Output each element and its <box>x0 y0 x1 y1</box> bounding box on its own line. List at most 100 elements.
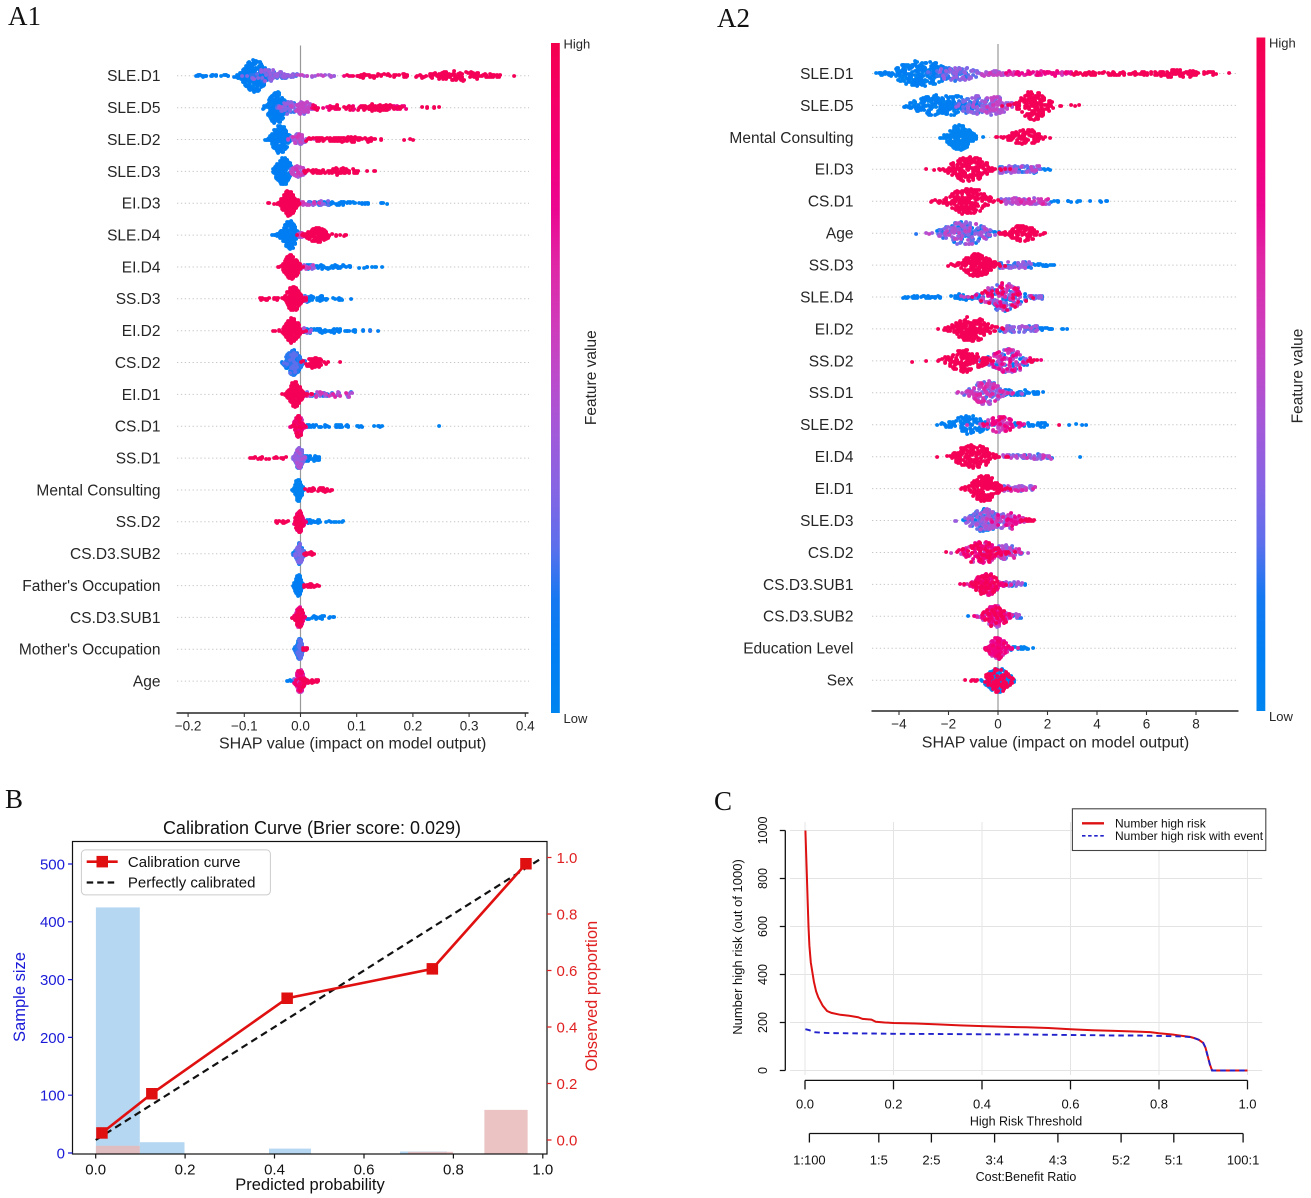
svg-text:SLE.D5: SLE.D5 <box>800 98 853 115</box>
svg-text:600: 600 <box>756 916 770 937</box>
svg-text:SLE.D5: SLE.D5 <box>107 100 160 117</box>
svg-text:5:2: 5:2 <box>1112 1153 1130 1168</box>
svg-text:0.3: 0.3 <box>460 719 479 734</box>
svg-text:C: C <box>714 786 732 816</box>
svg-text:1000: 1000 <box>756 817 770 845</box>
svg-text:Low: Low <box>564 711 588 726</box>
svg-text:0.1: 0.1 <box>347 719 366 734</box>
svg-text:−0.1: −0.1 <box>231 719 258 734</box>
svg-text:CS.D3.SUB1: CS.D3.SUB1 <box>763 577 853 594</box>
svg-text:4:3: 4:3 <box>1049 1153 1067 1168</box>
svg-text:CS.D2: CS.D2 <box>115 355 161 372</box>
svg-text:High Risk Threshold: High Risk Threshold <box>970 1115 1082 1129</box>
svg-text:EI.D1: EI.D1 <box>122 387 161 404</box>
svg-text:EI.D3: EI.D3 <box>815 162 854 179</box>
svg-text:0.4: 0.4 <box>516 719 535 734</box>
svg-text:EI.D1: EI.D1 <box>815 481 854 498</box>
svg-text:0.2: 0.2 <box>884 1097 902 1112</box>
svg-text:300: 300 <box>40 972 65 989</box>
svg-text:Sample size: Sample size <box>11 952 29 1042</box>
svg-text:8: 8 <box>1192 717 1200 732</box>
svg-text:SLE.D3: SLE.D3 <box>107 164 160 181</box>
svg-text:1.0: 1.0 <box>557 850 578 867</box>
svg-text:SS.D1: SS.D1 <box>116 451 161 468</box>
svg-text:SLE.D1: SLE.D1 <box>107 68 160 85</box>
svg-text:SLE.D1: SLE.D1 <box>800 66 853 83</box>
svg-text:500: 500 <box>40 856 65 873</box>
svg-text:Number high risk with event: Number high risk with event <box>1115 829 1264 843</box>
svg-text:−0.2: −0.2 <box>175 719 202 734</box>
svg-text:0: 0 <box>756 1067 770 1074</box>
svg-text:0.0: 0.0 <box>291 719 310 734</box>
svg-text:0.6: 0.6 <box>354 1162 375 1179</box>
svg-text:SLE.D4: SLE.D4 <box>107 228 161 245</box>
svg-text:EI.D2: EI.D2 <box>122 323 161 340</box>
svg-text:200: 200 <box>40 1030 65 1047</box>
svg-text:Feature value: Feature value <box>1290 329 1307 424</box>
svg-text:0.2: 0.2 <box>175 1162 196 1179</box>
svg-text:2:5: 2:5 <box>922 1153 940 1168</box>
svg-text:Feature value: Feature value <box>583 330 600 425</box>
svg-text:0.2: 0.2 <box>404 719 423 734</box>
svg-text:0.8: 0.8 <box>1150 1097 1168 1112</box>
svg-text:1.0: 1.0 <box>532 1162 553 1179</box>
svg-text:Number high risk (out of 1000): Number high risk (out of 1000) <box>730 859 745 1035</box>
svg-text:400: 400 <box>756 964 770 985</box>
svg-text:SS.D2: SS.D2 <box>809 353 854 370</box>
svg-text:SHAP value (impact on model ou: SHAP value (impact on model output) <box>922 735 1189 752</box>
svg-text:0.0: 0.0 <box>796 1097 814 1112</box>
svg-text:6: 6 <box>1143 717 1151 732</box>
svg-text:0.6: 0.6 <box>557 963 578 980</box>
svg-text:A2: A2 <box>717 3 750 33</box>
svg-text:Mental Consulting: Mental Consulting <box>36 482 160 499</box>
svg-text:CS.D1: CS.D1 <box>808 194 854 211</box>
svg-text:1:100: 1:100 <box>793 1153 826 1168</box>
svg-text:CS.D1: CS.D1 <box>115 419 161 436</box>
svg-text:400: 400 <box>40 914 65 931</box>
svg-text:−4: −4 <box>891 717 907 732</box>
svg-text:200: 200 <box>756 1012 770 1033</box>
svg-text:SS.D2: SS.D2 <box>116 514 161 531</box>
svg-text:SS.D3: SS.D3 <box>116 291 161 308</box>
svg-text:Observed proportion: Observed proportion <box>583 921 601 1071</box>
svg-text:0.2: 0.2 <box>557 1076 578 1093</box>
svg-text:Mother's Occupation: Mother's Occupation <box>19 642 161 659</box>
svg-text:0.8: 0.8 <box>443 1162 464 1179</box>
svg-text:2: 2 <box>1044 717 1052 732</box>
svg-text:0.0: 0.0 <box>557 1132 578 1149</box>
svg-text:−2: −2 <box>941 717 956 732</box>
svg-text:0: 0 <box>57 1145 65 1162</box>
svg-text:Mental Consulting: Mental Consulting <box>729 130 853 147</box>
svg-text:SS.D1: SS.D1 <box>809 385 854 402</box>
svg-text:SLE.D3: SLE.D3 <box>800 513 853 530</box>
svg-text:0.8: 0.8 <box>557 906 578 923</box>
svg-text:CS.D2: CS.D2 <box>808 545 854 562</box>
svg-text:100:1: 100:1 <box>1227 1153 1260 1168</box>
svg-text:Predicted probability: Predicted probability <box>235 1176 385 1194</box>
svg-text:EI.D2: EI.D2 <box>815 321 854 338</box>
svg-text:Low: Low <box>1269 709 1293 724</box>
svg-text:Perfectly calibrated: Perfectly calibrated <box>128 875 256 892</box>
svg-text:Father's Occupation: Father's Occupation <box>22 578 160 595</box>
svg-text:High: High <box>1269 36 1296 51</box>
svg-text:Number high risk: Number high risk <box>1115 816 1207 830</box>
svg-text:0: 0 <box>994 717 1002 732</box>
svg-text:Age: Age <box>826 226 854 243</box>
svg-text:1.0: 1.0 <box>1238 1097 1256 1112</box>
svg-text:0.4: 0.4 <box>264 1162 285 1179</box>
svg-text:EI.D4: EI.D4 <box>122 259 161 276</box>
svg-text:Cost:Benefit Ratio: Cost:Benefit Ratio <box>976 1170 1077 1184</box>
svg-text:SS.D3: SS.D3 <box>809 258 854 275</box>
svg-text:SLE.D2: SLE.D2 <box>800 417 853 434</box>
svg-text:100: 100 <box>40 1088 65 1105</box>
svg-text:0.6: 0.6 <box>1061 1097 1079 1112</box>
svg-text:SHAP value (impact on model ou: SHAP value (impact on model output) <box>219 736 486 753</box>
svg-text:Age: Age <box>133 674 161 691</box>
svg-text:0.4: 0.4 <box>557 1019 578 1036</box>
svg-text:B: B <box>5 784 23 814</box>
svg-text:CS.D3.SUB2: CS.D3.SUB2 <box>763 609 853 626</box>
svg-text:A1: A1 <box>8 1 41 31</box>
svg-text:5:1: 5:1 <box>1165 1153 1183 1168</box>
svg-text:Calibration curve: Calibration curve <box>128 854 241 871</box>
svg-text:SLE.D2: SLE.D2 <box>107 132 160 149</box>
